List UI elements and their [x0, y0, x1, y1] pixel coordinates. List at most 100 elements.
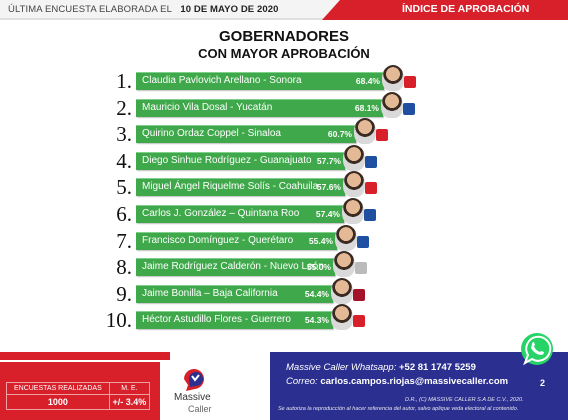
- margin-error-value: +/- 3.4%: [108, 394, 151, 410]
- pri-icon: [404, 76, 416, 88]
- encuestas-header: ENCUESTAS REALIZADAS: [6, 382, 110, 395]
- governor-name: Francisco Domínguez - Querétaro: [142, 234, 294, 246]
- approval-value-label: 68.4%: [355, 76, 380, 86]
- pan-icon: [403, 102, 415, 115]
- governor-photo: [335, 224, 357, 251]
- governor-name: Claudia Pavlovich Arellano - Sonora: [142, 75, 302, 86]
- approval-value-label: 57.4%: [315, 209, 340, 219]
- footer-stats-panel: ENCUESTAS REALIZADAS M. E. 1000 +/- 3.4%: [0, 362, 160, 420]
- pan-icon: [364, 209, 376, 221]
- survey-date-value: 10 DE MAYO DE 2020: [180, 4, 279, 15]
- approval-value-label: 55.0%: [306, 262, 331, 273]
- footer: ENCUESTAS REALIZADAS M. E. 1000 +/- 3.4%: [0, 352, 568, 420]
- ranking-row: 9. Jaime Bonilla – Baja California 54.4%: [0, 277, 568, 307]
- ranking-row: 1. Claudia Pavlovich Arellano - Sonora 68.…: [0, 65, 568, 94]
- ranking-row: 2. Mauricio Vila Dosal - Yucatán 68.1%: [0, 91, 568, 121]
- legal-copyright: D.R., (C) MASSIVE CALLER S.A DE C.V., 20…: [405, 397, 524, 403]
- survey-date: ÚLTIMA ENCUESTA ELABORADA EL 10 DE MAYO …: [0, 0, 340, 20]
- ranking-row: 7. Francisco Domínguez - Querétaro 55.4%: [0, 224, 568, 254]
- approval-index-label: ÍNDICE DE APROBACIÓN: [402, 3, 530, 15]
- ranking-row: 3. Quirino Ordaz Coppel - Sinaloa 60.7%: [0, 118, 568, 147]
- approval-bar: Mauricio Vila Dosal - Yucatán 68.1%: [136, 98, 383, 117]
- rank-number: 9.: [116, 281, 132, 306]
- approval-value-label: 57.6%: [316, 182, 341, 193]
- morena-icon: [353, 288, 365, 301]
- approval-bar: Miguel Ángel Riquelme Solís - Coahuila 57…: [136, 178, 345, 197]
- approval-bar: Francisco Domínguez - Querétaro 55.4%: [136, 231, 337, 250]
- approval-value-label: 54.4%: [304, 288, 329, 299]
- chart-title: GOBERNADORES: [218, 28, 349, 45]
- email-link[interactable]: carlos.campos.riojas@massivecaller.com: [320, 376, 509, 387]
- rank-number: 4.: [116, 148, 132, 173]
- brand-name: Massive: [174, 392, 211, 403]
- email-label: Correo:: [286, 376, 318, 387]
- governor-photo: [342, 198, 364, 224]
- governor-name: Mauricio Vila Dosal - Yucatán: [142, 101, 273, 113]
- massive-caller-logo-icon: [184, 369, 204, 391]
- margin-error-header: M. E.: [108, 382, 151, 395]
- approval-bar: Jaime Rodríguez Calderón - Nuevo León 55.…: [136, 258, 335, 277]
- ranking-row: 8. Jaime Rodríguez Calderón - Nuevo León 5…: [0, 251, 568, 280]
- approval-value-label: 54.3%: [304, 315, 329, 326]
- rank-number: 10.: [105, 308, 132, 333]
- survey-date-prefix: ÚLTIMA ENCUESTA ELABORADA EL: [8, 4, 172, 15]
- pri-icon: [353, 315, 365, 328]
- approval-value-label: 57.7%: [316, 155, 341, 166]
- legal-notice: Se autoriza la reproducción al hacer ref…: [278, 406, 519, 412]
- governor-photo: [331, 277, 353, 304]
- whatsapp-contact: Massive Caller Whatsapp: +52 81 1747 525…: [286, 362, 476, 373]
- encuestas-value: 1000: [6, 394, 110, 410]
- pri-icon: [376, 129, 388, 142]
- pri-icon: [365, 182, 377, 195]
- governor-name: Héctor Astudillo Flores - Guerrero: [142, 314, 291, 326]
- rank-number: 2.: [116, 95, 132, 120]
- brand-sub: Caller: [188, 404, 212, 414]
- ranking-row: 10. Héctor Astudillo Flores - Guerrero 54.…: [0, 304, 568, 333]
- governor-name: Carlos J. González – Quintana Roo: [142, 208, 300, 219]
- approval-bar: Claudia Pavlovich Arellano - Sonora 68.4%: [136, 72, 384, 90]
- approval-bar: Jaime Bonilla – Baja California 54.4%: [136, 284, 333, 303]
- chart-subtitle: CON MAYOR APROBACIÓN: [198, 46, 370, 61]
- governor-photo: [331, 304, 353, 331]
- pan-icon: [357, 235, 369, 248]
- governor-name: Quirino Ordaz Coppel - Sinaloa: [142, 128, 281, 140]
- governor-name: Jaime Rodríguez Calderón - Nuevo León: [142, 261, 324, 273]
- governor-photo: [343, 171, 365, 198]
- ranking-row: 6. Carlos J. González – Quintana Roo 57.4%: [0, 198, 568, 227]
- approval-bar: Carlos J. González – Quintana Roo 57.4%: [136, 205, 344, 223]
- governor-photo: [333, 251, 355, 278]
- approval-index-banner: ÍNDICE DE APROBACIÓN: [322, 0, 568, 20]
- page-number: 2: [540, 378, 546, 388]
- ranking-row: 4. Diego Sinhue Rodríguez - Guanajuato 57.…: [0, 144, 568, 174]
- survey-stats-table: ENCUESTAS REALIZADAS M. E. 1000 +/- 3.4%: [6, 382, 151, 410]
- whatsapp-icon[interactable]: [519, 331, 555, 367]
- footer-brand-area: [170, 352, 270, 420]
- rank-number: 1.: [116, 69, 132, 93]
- approval-bar: Diego Sinhue Rodríguez - Guanajuato 57.7%: [136, 151, 345, 170]
- independent-icon: [355, 262, 367, 275]
- rank-number: 3.: [116, 122, 132, 147]
- governor-photo: [343, 144, 365, 171]
- governor-photo: [381, 91, 403, 118]
- approval-value-label: 55.4%: [308, 235, 333, 246]
- rank-number: 5.: [116, 175, 132, 200]
- whatsapp-number: +52 81 1747 5259: [399, 362, 476, 373]
- approval-bar: Héctor Astudillo Flores - Guerrero 54.3%: [136, 311, 333, 330]
- rank-number: 8.: [116, 255, 132, 280]
- governor-photo: [382, 65, 404, 91]
- rank-number: 6.: [116, 202, 132, 226]
- rank-number: 7.: [116, 228, 132, 253]
- governor-photo: [354, 118, 376, 145]
- ranking-row: 5. Miguel Ángel Riquelme Solís - Coahuila…: [0, 171, 568, 200]
- approval-value-label: 60.7%: [327, 129, 352, 140]
- approval-bar: Quirino Ordaz Coppel - Sinaloa 60.7%: [136, 125, 356, 144]
- whatsapp-label: Massive Caller Whatsapp:: [286, 362, 397, 373]
- approval-value-label: 68.1%: [354, 102, 379, 113]
- email-contact: Correo: carlos.campos.riojas@massivecall…: [286, 376, 508, 387]
- footer-red-strip: [0, 352, 210, 360]
- pan-icon: [365, 155, 377, 168]
- top-bar: ÚLTIMA ENCUESTA ELABORADA EL 10 DE MAYO …: [0, 0, 568, 20]
- governor-name: Miguel Ángel Riquelme Solís - Coahuila: [142, 181, 319, 193]
- governor-name: Diego Sinhue Rodríguez - Guanajuato: [142, 154, 312, 166]
- governor-name: Jaime Bonilla – Baja California: [142, 287, 278, 299]
